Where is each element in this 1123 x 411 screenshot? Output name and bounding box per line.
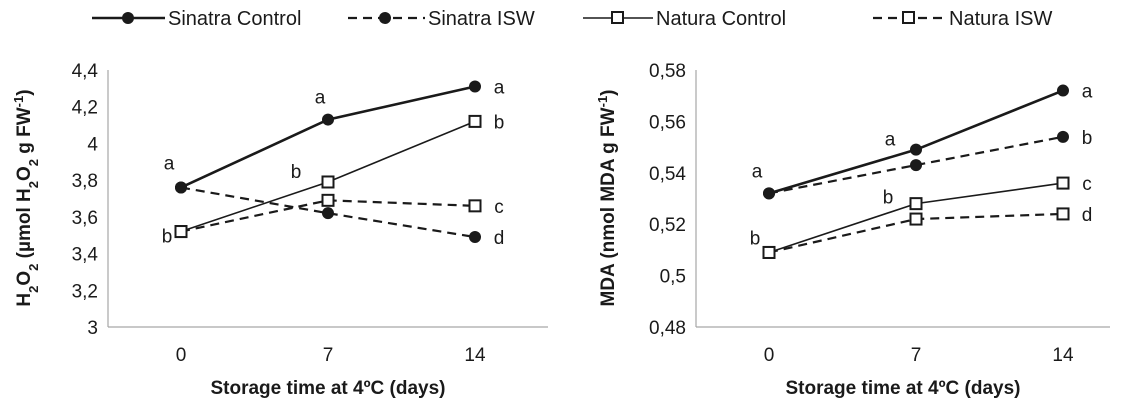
legend-label: Sinatra ISW [428,8,535,30]
y-tick-label: 3,6 [72,208,98,229]
significance-letter: d [494,228,505,249]
series-line-sinatra-control [180,85,476,189]
data-point [321,193,335,207]
data-point [174,225,188,239]
significance-letter: b [750,228,761,249]
significance-letter: a [1082,82,1093,103]
y-tick-label: 0,58 [649,61,686,82]
series-line-sinatra-isw [180,186,476,239]
data-point [909,197,923,211]
data-point [469,80,481,93]
data-point [909,212,923,226]
data-point [1056,176,1070,190]
data-point [468,199,482,213]
y-tick-label: 4,4 [72,61,99,82]
y-tick-label: 0,54 [649,164,686,185]
legend-item-sinatra-isw: Sinatra ISW [348,8,535,30]
y-tick-label: 3,2 [72,281,98,302]
significance-letter: b [1082,128,1093,149]
x-tick-label: 7 [911,345,922,366]
data-point [469,231,481,244]
x-tick-label: 14 [1052,345,1074,366]
significance-letter: a [885,130,896,151]
y-tick-label: 4 [87,134,98,155]
data-point [1057,130,1069,143]
significance-letter: b [494,112,505,133]
data-point [1057,84,1069,97]
legend: Sinatra Control Sinatra ISW Natura Contr… [92,8,1052,30]
legend-label: Natura ISW [949,8,1052,30]
data-point [322,113,334,126]
significance-letter: a [494,78,505,99]
y-tick-label: 4,2 [72,98,98,119]
significance-letter: d [1082,205,1093,226]
data-point [762,245,776,259]
legend-marker-filled-circle [122,12,134,24]
legend-marker-filled-circle [379,12,391,24]
significance-letter: b [291,162,302,183]
significance-letter: b [883,188,894,209]
y-tick-label: 3 [87,318,98,339]
y-tick-label: 3,4 [72,245,99,266]
x-tick-label: 14 [464,345,486,366]
series-line-sinatra-control [768,89,1064,195]
legend-marker-open-square [611,11,624,24]
x-axis-title: Storage time at 4ºC (days) [785,378,1020,399]
chart-panels: 3 3,2 3,4 3,6 3,8 4 4,2 4,4 0 7 14 Storage time at … [11,61,1110,399]
x-tick-label: 7 [323,345,334,366]
legend-label: Natura Control [656,8,786,30]
legend-item-natura-isw: Natura ISW [873,8,1052,30]
y-tick-label: 0,5 [660,267,686,288]
series-line-sinatra-isw [768,135,1064,195]
y-tick-label: 3,8 [72,171,98,192]
legend-label: Sinatra Control [168,8,301,30]
x-axis-title: Storage time at 4ºC (days) [210,378,445,399]
significance-letter: c [1082,174,1092,195]
y-axis-title: H2O2 (µmol H2O2 g FW-1) [11,89,41,306]
x-tick-label: 0 [176,345,187,366]
y-axis-title: MDA (nmol MDA g FW-1) [595,90,620,307]
significance-letter: b [162,227,173,248]
significance-letter: a [315,88,326,109]
significance-letter: a [752,161,763,182]
data-point [468,114,482,128]
data-point [1056,207,1070,221]
data-point [322,207,334,220]
y-tick-label: 0,48 [649,318,686,339]
x-tick-label: 0 [764,345,775,366]
significance-letter: a [164,153,175,174]
legend-marker-open-square [902,11,915,24]
data-point [910,143,922,156]
data-point [175,181,187,194]
data-point [321,175,335,189]
chart-panel-1: 3 3,2 3,4 3,6 3,8 4 4,2 4,4 0 7 14 Storage time at … [11,61,548,399]
data-point [910,159,922,172]
y-tick-label: 0,56 [649,112,686,133]
y-tick-label: 0,52 [649,215,686,236]
legend-item-natura-control: Natura Control [583,8,786,30]
significance-letter: c [494,197,504,218]
data-point [763,187,775,200]
legend-item-sinatra-control: Sinatra Control [92,8,301,30]
chart-panel-2: 0,48 0,5 0,52 0,54 0,56 0,58 0 7 14 Storage time … [595,61,1110,399]
